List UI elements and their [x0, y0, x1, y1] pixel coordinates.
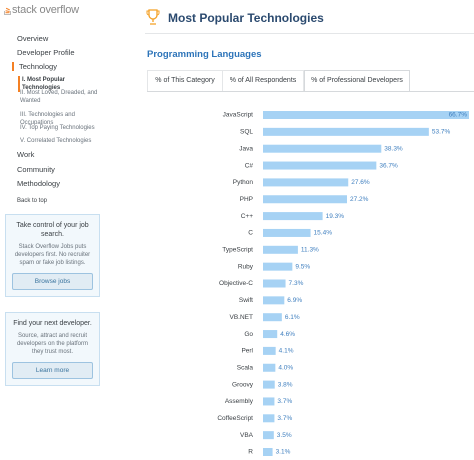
bar	[263, 346, 276, 355]
page-title: Most Popular Technologies	[168, 11, 324, 25]
category-label: CoffeeScript	[217, 415, 253, 422]
category-label: Scala	[237, 364, 254, 371]
bar	[263, 279, 286, 288]
logo-icon	[4, 7, 11, 15]
value-label: 4.6%	[280, 331, 295, 338]
category-label: Java	[239, 145, 253, 152]
category-label: TypeScript	[222, 247, 253, 254]
value-label: 7.3%	[289, 280, 304, 287]
value-label: 53.7%	[432, 129, 451, 136]
bar	[263, 296, 285, 305]
bar	[263, 448, 273, 456]
category-label: JavaScript	[223, 112, 254, 119]
nav-link[interactable]: Work	[17, 150, 35, 159]
bar	[263, 380, 275, 389]
bar	[263, 195, 348, 204]
category-label: Perl	[241, 348, 253, 355]
tab[interactable]: % of All Respondents	[222, 70, 304, 91]
value-label: 3.8%	[278, 381, 293, 388]
tab-active[interactable]: % of Professional Developers	[304, 70, 410, 92]
bar	[263, 212, 323, 221]
value-label: 6.1%	[285, 314, 300, 321]
bar	[263, 144, 382, 153]
value-label: 9.5%	[295, 263, 310, 270]
value-label: 3.5%	[277, 432, 292, 439]
category-label: Go	[244, 331, 253, 338]
value-label: 27.2%	[350, 196, 369, 203]
bar	[263, 431, 274, 440]
value-label: 11.3%	[301, 247, 319, 254]
value-label: 4.1%	[279, 348, 294, 355]
box-text: Stack Overflow Jobs puts developers firs…	[14, 244, 91, 266]
bar	[263, 313, 282, 322]
value-label: 66.7%	[449, 112, 468, 119]
bar	[263, 228, 311, 237]
category-label: Swift	[239, 297, 253, 304]
value-label: 3.1%	[276, 449, 291, 456]
subnav-link[interactable]: IV. Top Paying Technologies	[20, 125, 95, 131]
trophy-icon	[146, 9, 160, 25]
category-label: C++	[241, 213, 253, 220]
bar	[263, 245, 298, 254]
bar	[263, 161, 377, 170]
value-label: 27.6%	[351, 179, 370, 186]
button[interactable]: Learn more	[12, 362, 93, 379]
box-title: Find your next developer.	[13, 320, 92, 327]
category-label: VB.NET	[230, 314, 254, 321]
value-label: 15.4%	[314, 230, 333, 237]
subnav-link[interactable]: II. Most Loved, Dreaded, and Wanted	[20, 90, 98, 104]
category-label: Groovy	[232, 381, 254, 388]
nav-link-active[interactable]: Technology	[12, 62, 57, 71]
category-label: Objective-C	[219, 280, 253, 287]
jobs-box: Take control of your job search. Stack O…	[5, 214, 100, 297]
section-title: Programming Languages	[147, 49, 262, 60]
category-label: Python	[233, 179, 254, 186]
category-label: Assembly	[225, 398, 254, 405]
value-label: 36.7%	[379, 162, 398, 169]
divider	[145, 33, 474, 34]
logo[interactable]: stack overflow	[12, 4, 79, 16]
box-title: Take control of your job search.	[16, 222, 89, 238]
bar	[263, 363, 276, 372]
bar	[263, 127, 429, 136]
category-label: R	[248, 449, 253, 456]
tab-underline	[147, 91, 474, 92]
back-to-top[interactable]: Back to top	[17, 198, 48, 204]
bar	[263, 414, 275, 423]
category-label: C	[248, 230, 253, 237]
box-text: Source, attract and recruit developers o…	[16, 333, 89, 355]
nav-link[interactable]: Community	[17, 165, 55, 174]
bar	[263, 178, 349, 187]
value-label: 19.3%	[326, 213, 345, 220]
subnav-link[interactable]: V. Correlated Technologies	[20, 138, 92, 144]
category-label: C#	[245, 162, 254, 169]
bar	[263, 262, 293, 271]
nav-link[interactable]: Developer Profile	[17, 48, 75, 57]
value-label: 38.3%	[384, 145, 403, 152]
bar	[263, 397, 275, 406]
subnav-link-active[interactable]: I. Most Popular Technologies	[18, 76, 102, 92]
subnav-link[interactable]: III. Technologies and Occupations	[20, 112, 75, 126]
bar	[263, 330, 278, 339]
nav-link[interactable]: Methodology	[17, 179, 60, 188]
value-label: 4.0%	[278, 364, 293, 371]
category-label: Ruby	[238, 263, 254, 270]
category-label: VBA	[240, 432, 254, 439]
category-label: PHP	[240, 196, 253, 203]
value-label: 3.7%	[277, 398, 292, 405]
value-label: 6.9%	[287, 297, 302, 304]
nav-link[interactable]: Overview	[17, 34, 49, 43]
talent-box: Find your next developer. Source, attrac…	[5, 312, 100, 386]
bar	[263, 111, 469, 119]
button[interactable]: Browse jobs	[12, 273, 93, 290]
value-label: 3.7%	[277, 415, 292, 422]
category-label: SQL	[240, 129, 253, 136]
